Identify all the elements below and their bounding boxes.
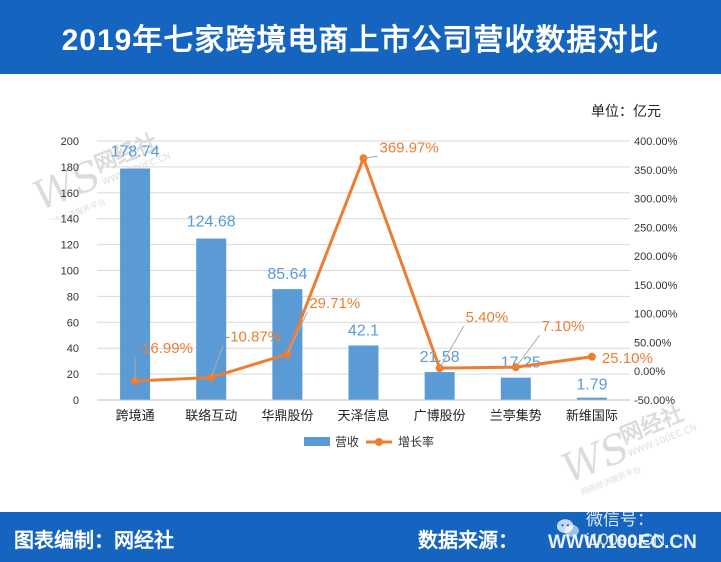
bar-value-label: 124.68 (187, 214, 236, 231)
x-axis-tick-label: 兰亭集势 (490, 408, 542, 423)
x-axis-tick-label: 跨境通 (116, 408, 155, 423)
legend-line-label: 增长率 (398, 434, 434, 449)
header-banner: 2019年七家跨境电商上市公司营收数据对比 (0, 0, 721, 74)
x-axis-tick-label: 联络互动 (185, 408, 237, 423)
x-axis-tick-label: 华鼎股份 (261, 408, 313, 423)
right-axis-tick-label: 400.00% (634, 136, 678, 148)
left-axis-tick-label: 180 (61, 162, 79, 174)
growth-value-label: 7.10% (542, 318, 585, 335)
bar-value-label: 178.74 (111, 144, 160, 161)
left-axis-tick-label: 0 (73, 395, 79, 407)
combo-chart: 0 20 40 60 80 100 120 140 160 180 200 -50.00% 0.00% 5… (61, 136, 678, 449)
left-axis-tick-label: 200 (61, 136, 79, 148)
leader-line (439, 325, 465, 369)
footer-url: WWW.100EC.CN (548, 532, 697, 553)
leader-line (210, 345, 224, 378)
growth-value-label: -16.99% (137, 340, 193, 357)
x-axis-tick-label: 新维国际 (566, 408, 618, 423)
bar-value-label: 1.79 (576, 377, 607, 394)
growth-value-label: -10.87% (225, 328, 281, 345)
left-axis-tick-label: 60 (67, 317, 79, 329)
right-axis-tick-label: 150.00% (634, 280, 678, 292)
bar-value-label: 42.1 (348, 322, 379, 339)
right-axis-tick-label: 200.00% (634, 251, 678, 263)
legend-bar-label: 营收 (335, 435, 359, 449)
leader-line (286, 311, 308, 355)
bar-天泽信息 (348, 345, 379, 400)
bar-新维国际 (576, 397, 607, 400)
leader-line (515, 334, 541, 368)
bar-value-label: 21.58 (420, 349, 460, 366)
right-axis-tick-label: 50.00% (634, 337, 672, 349)
right-axis-tick-label: 100.00% (634, 309, 678, 321)
bar-广博股份 (424, 372, 455, 400)
right-axis-tick-label: 0.00% (634, 366, 665, 378)
bar-兰亭集势 (500, 377, 531, 400)
bar-value-label: 85.64 (267, 266, 307, 283)
growth-value-label: 369.97% (380, 139, 439, 156)
left-axis-tick-label: 40 (67, 343, 79, 355)
right-axis-tick-label: 250.00% (634, 222, 678, 234)
growth-point-新维国际 (587, 352, 596, 361)
right-axis-tick-label: -50.00% (634, 395, 675, 407)
growth-value-label: 5.40% (466, 309, 509, 326)
right-axis-tick-label: 350.00% (634, 165, 678, 177)
right-axis-tick-label: 300.00% (634, 194, 678, 206)
left-axis-tick-label: 20 (67, 369, 79, 381)
legend-bar-swatch (304, 437, 330, 446)
page-title: 2019年七家跨境电商上市公司营收数据对比 (61, 24, 660, 57)
wechat-label: 微信号：i100ec.CN (585, 510, 666, 549)
legend-line-marker (375, 438, 383, 446)
left-axis-tick-label: 160 (61, 188, 79, 200)
growth-value-label: 25.10% (602, 350, 653, 367)
growth-value-label: 29.71% (309, 295, 360, 312)
footer-source-right: 数据来源： (418, 530, 518, 552)
leader-line (363, 155, 378, 159)
x-axis-tick-label: 广博股份 (414, 408, 466, 423)
wechat-icon (556, 518, 579, 537)
left-axis-tick-label: 80 (67, 291, 79, 303)
bar-华鼎股份 (272, 289, 303, 400)
left-axis-tick-label: 140 (61, 214, 79, 226)
wechat-watermark: 微信号：i100ec.CN (556, 505, 721, 550)
x-axis-tick-label: 天泽信息 (337, 408, 389, 423)
chart-area: 0 20 40 60 80 100 120 140 160 180 200 -50.00% 0.00% 5… (0, 74, 721, 512)
unit-label: 单位：亿元 (591, 103, 661, 119)
left-axis-tick-label: 100 (61, 266, 79, 278)
left-axis-tick-label: 120 (61, 240, 79, 252)
footer-source-left: 图表编制：网经社 (14, 530, 174, 552)
footer-banner: 图表编制：网经社 数据来源： (0, 512, 721, 562)
